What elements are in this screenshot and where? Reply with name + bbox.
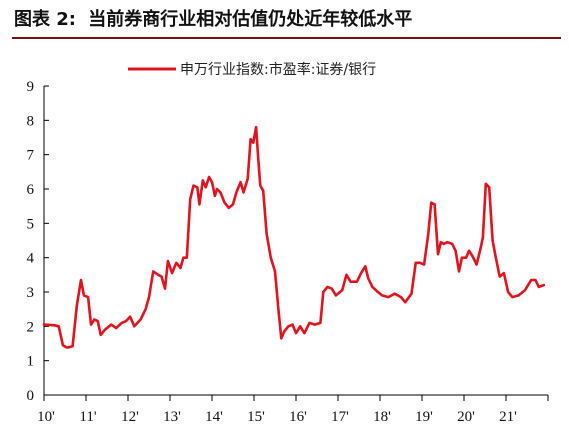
y-tick-label: 1: [27, 354, 35, 370]
y-tick-label: 3: [27, 285, 35, 301]
x-tick-label: 21': [499, 409, 517, 425]
axes: [43, 86, 548, 396]
y-axis-ticks: 0 1 2 3 4 5 6 7 8 9: [27, 79, 49, 404]
y-tick-label: 8: [27, 113, 35, 129]
x-tick-label: 12': [121, 409, 139, 425]
x-tick-label: 15': [247, 409, 265, 425]
figure-title: 图表 2: 当前券商行业相对估值仍处近年较低水平: [14, 6, 412, 34]
y-tick-label: 4: [27, 251, 35, 267]
x-axis-ticks: 10' 11' 12' 13' 14' 15' 16' 17' 18' 19' 20' 21': [37, 395, 549, 425]
x-tick-label: 18': [373, 409, 391, 425]
y-tick-label: 9: [27, 79, 35, 95]
x-tick-label: 17': [331, 409, 349, 425]
title-divider: [12, 37, 561, 39]
y-tick-label: 0: [27, 388, 35, 404]
x-tick-label: 11': [79, 409, 96, 425]
y-tick-label: 7: [27, 148, 35, 164]
x-tick-label: 10': [37, 409, 55, 425]
figure-caption: 当前券商行业相对估值仍处近年较低水平: [88, 9, 413, 30]
y-tick-label: 5: [27, 216, 35, 232]
x-tick-label: 16': [289, 409, 307, 425]
x-tick-label: 13': [163, 409, 181, 425]
x-tick-label: 20': [457, 409, 475, 425]
y-tick-label: 2: [27, 319, 35, 335]
figure-label: 图表 2:: [14, 9, 76, 30]
series-line-securities-bank-pe: [42, 125, 546, 349]
x-tick-label: 19': [415, 409, 433, 425]
y-tick-label: 6: [27, 182, 35, 198]
x-tick-label: 14': [205, 409, 223, 425]
legend: 申万行业指数:市盈率:证券/银行: [128, 61, 376, 78]
legend-label: 申万行业指数:市盈率:证券/银行: [180, 61, 376, 78]
